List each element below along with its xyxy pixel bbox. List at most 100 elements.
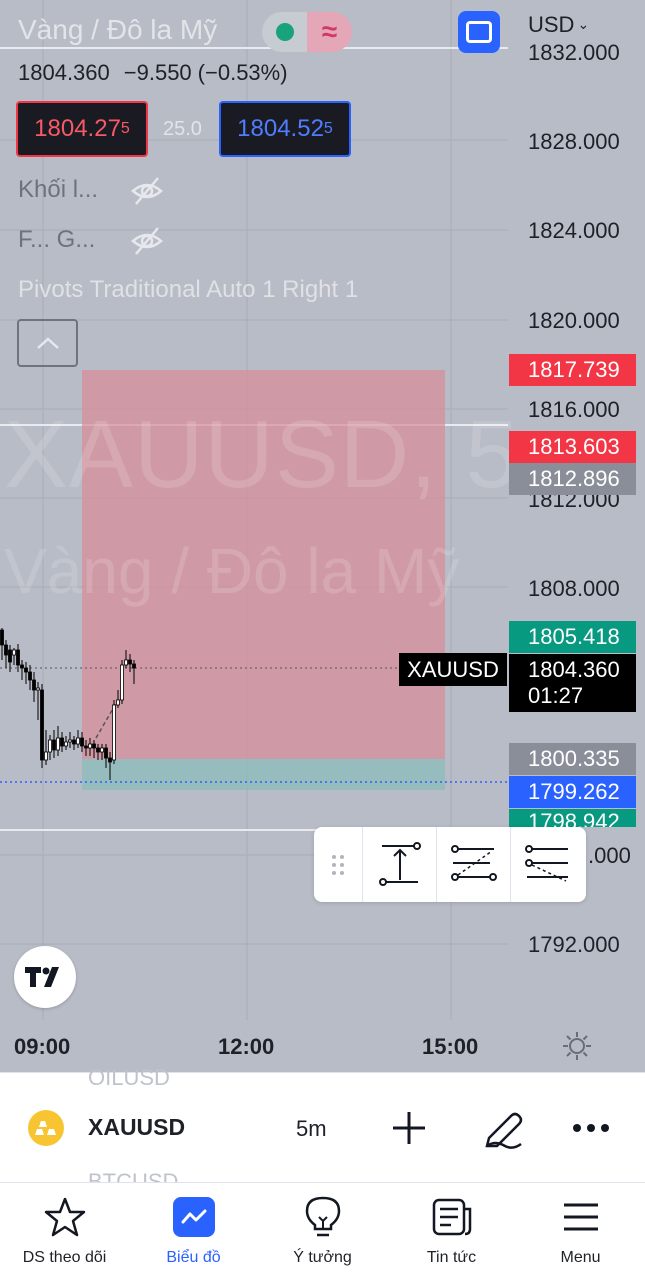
market-status-pill[interactable]: ≈ <box>262 12 352 52</box>
fib-retracement-tool-button[interactable] <box>436 827 510 902</box>
candle-body <box>36 687 40 691</box>
menu-icon <box>563 1203 598 1231</box>
price-tag-low: 1798.942 <box>509 809 636 827</box>
chevron-down-icon: ⌄ <box>577 16 590 32</box>
market-open-icon <box>262 12 307 52</box>
nav-news[interactable]: Tin tức <box>387 1183 516 1280</box>
candle-body <box>92 743 96 749</box>
fullscreen-button[interactable] <box>458 11 500 53</box>
price-change: −9.550 <box>123 60 192 85</box>
symbol-selector[interactable]: XAUUSD <box>88 1114 186 1140</box>
bottom-navigation: DS theo dõi Biểu đồ Ý tưởng Tin tức Menu <box>0 1182 645 1280</box>
nav-chart[interactable]: Biểu đồ <box>129 1183 258 1280</box>
nav-label: Biểu đồ <box>166 1249 221 1266</box>
add-button[interactable] <box>384 1103 434 1153</box>
news-icon <box>432 1198 471 1236</box>
time-axis-label: 12:00 <box>218 1034 275 1059</box>
eye-slash-icon[interactable] <box>130 174 164 208</box>
candle-body <box>52 739 56 751</box>
price-tag-high: 1805.418 <box>509 621 636 653</box>
buy-button[interactable]: 1804.52 5 <box>219 101 351 157</box>
fib-levels-icon <box>450 844 497 881</box>
indicator-volume-label[interactable]: Khối l... <box>18 176 99 203</box>
candle-body <box>124 659 128 666</box>
price-tag-entry: 1800.335 <box>509 743 636 775</box>
candle-body <box>64 741 68 747</box>
sell-button[interactable]: 1804.27 5 <box>16 101 148 157</box>
currency-selector[interactable]: USD ⌄ <box>528 12 589 38</box>
symbol-toolbar: OILUSD XAUUSD 5m BTCUSD <box>0 1065 645 1194</box>
drawing-toolbar[interactable] <box>314 827 586 902</box>
price-tag-target: 1817.739 <box>509 354 636 386</box>
candle-body <box>72 739 76 745</box>
current-price: 1804.360 <box>528 657 620 682</box>
nav-ideas[interactable]: Ý tưởng <box>258 1183 387 1280</box>
candle-body <box>100 747 104 753</box>
collapse-legend-button[interactable] <box>17 319 78 367</box>
price-tag-stop: 1813.603 <box>509 431 636 463</box>
candle-body <box>32 679 36 691</box>
price-change-line: 1804.360 −9.550 (−0.53%) <box>18 60 288 86</box>
gear-icon[interactable] <box>562 1031 592 1061</box>
drawing-tools-button[interactable] <box>478 1103 528 1153</box>
candle-body <box>104 747 108 759</box>
candle-body <box>40 689 44 761</box>
delayed-data-icon: ≈ <box>307 12 352 52</box>
ghost-symbol-above: OILUSD <box>88 1065 170 1090</box>
price-axis-label: 1820.000 <box>528 308 620 333</box>
symbol-title[interactable]: Vàng / Đô la Mỹ <box>18 14 218 45</box>
drag-handle-icon[interactable] <box>314 852 362 878</box>
candle-body <box>48 739 52 753</box>
nav-label: Tin tức <box>426 1249 477 1266</box>
candle-body <box>12 649 16 656</box>
fib-extension-tool-button[interactable] <box>510 827 584 902</box>
nav-label: DS theo dõi <box>22 1249 107 1266</box>
price-change-percent: (−0.53%) <box>197 60 288 85</box>
price-axis-label: .000 <box>588 843 631 868</box>
price-axis-label: 1824.000 <box>528 218 620 243</box>
lightbulb-icon <box>305 1196 340 1237</box>
more-button[interactable] <box>566 1103 616 1153</box>
price-axis-label: 1832.000 <box>528 40 620 65</box>
price-tag-prev-close: 1812.896 <box>509 463 636 495</box>
candle-body <box>128 659 132 665</box>
chart-icon <box>181 1209 206 1224</box>
sell-price: 1804.27 <box>34 115 121 142</box>
sell-price-pip: 5 <box>120 120 130 137</box>
nav-label: Menu <box>560 1249 601 1266</box>
spread-value: 25.0 <box>163 118 202 140</box>
price-axis-label: 1828.000 <box>528 129 620 154</box>
currency-label: USD <box>528 12 575 37</box>
nav-watchlist[interactable]: DS theo dõi <box>0 1183 129 1280</box>
candle-body <box>28 671 32 681</box>
eye-slash-icon[interactable] <box>130 224 164 258</box>
candle-body <box>116 699 120 706</box>
candle-body <box>80 737 84 747</box>
nav-label: Ý tưởng <box>293 1249 352 1266</box>
chart-area[interactable]: XAUUSD, 5 Vàng / Đô la Mỹ Vàng / Đô la M… <box>0 0 645 1072</box>
gold-bars-icon <box>28 1110 64 1146</box>
candle-body <box>132 663 136 669</box>
candle-body <box>96 747 100 753</box>
candle-body <box>0 629 4 646</box>
candle-body <box>8 649 12 663</box>
candle-body <box>68 739 72 743</box>
price-range-icon <box>378 841 421 886</box>
indicator-pivots-label[interactable]: Pivots Traditional Auto 1 Right 1 <box>18 276 359 303</box>
chart-canvas[interactable] <box>0 0 645 1072</box>
last-price: 1804.360 <box>18 60 110 85</box>
interval-selector[interactable]: 5m <box>296 1116 327 1141</box>
long-position-tool-button[interactable] <box>362 827 436 902</box>
candle-body <box>120 664 124 701</box>
candle-body <box>112 704 116 761</box>
more-horizontal-icon <box>573 1124 609 1132</box>
price-tag-bid: 1799.262 <box>509 776 636 808</box>
candle-body <box>60 737 64 747</box>
plus-icon <box>393 1112 425 1144</box>
bar-countdown: 01:27 <box>528 683 584 708</box>
price-tag-current: 1804.360 01:27 <box>509 654 636 712</box>
candle-body <box>108 757 112 763</box>
nav-menu[interactable]: Menu <box>516 1183 645 1280</box>
indicator-second-label[interactable]: F... G... <box>18 226 96 253</box>
tradingview-logo[interactable] <box>14 946 76 1008</box>
